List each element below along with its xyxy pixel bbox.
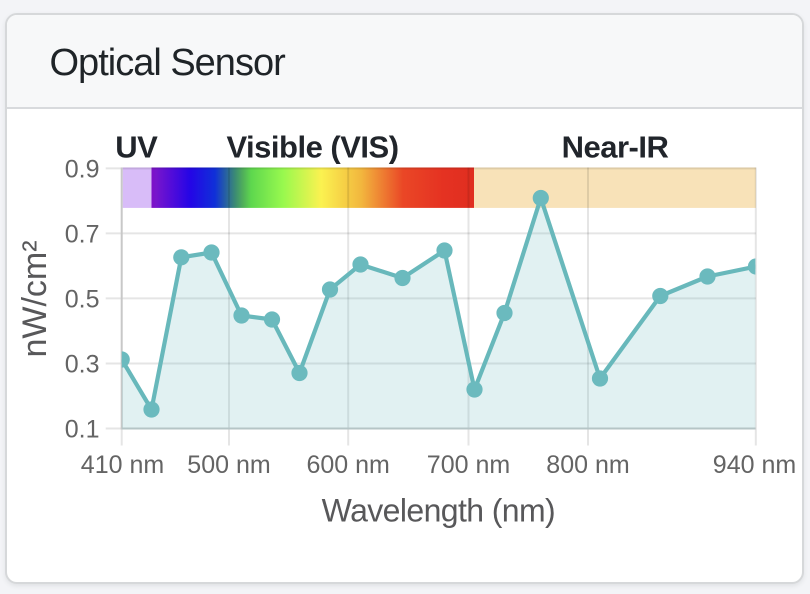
svg-text:0.7: 0.7 [65, 221, 100, 249]
svg-text:0.9: 0.9 [65, 155, 100, 183]
svg-text:0.3: 0.3 [65, 351, 100, 379]
svg-text:Near-IR: Near-IR [562, 129, 669, 164]
svg-text:UV: UV [115, 129, 158, 164]
svg-text:nW/cm²: nW/cm² [16, 240, 54, 357]
svg-text:Visible (VIS): Visible (VIS) [226, 129, 398, 164]
svg-text:0.1: 0.1 [65, 416, 100, 444]
svg-text:940 nm: 940 nm [713, 451, 796, 479]
svg-text:700 nm: 700 nm [427, 451, 510, 479]
svg-text:500 nm: 500 nm [187, 451, 270, 479]
svg-text:800 nm: 800 nm [546, 451, 629, 479]
svg-text:0.5: 0.5 [65, 286, 100, 314]
svg-text:Wavelength (nm): Wavelength (nm) [322, 493, 555, 529]
svg-text:410 nm: 410 nm [81, 451, 164, 479]
svg-text:600 nm: 600 nm [307, 451, 390, 479]
